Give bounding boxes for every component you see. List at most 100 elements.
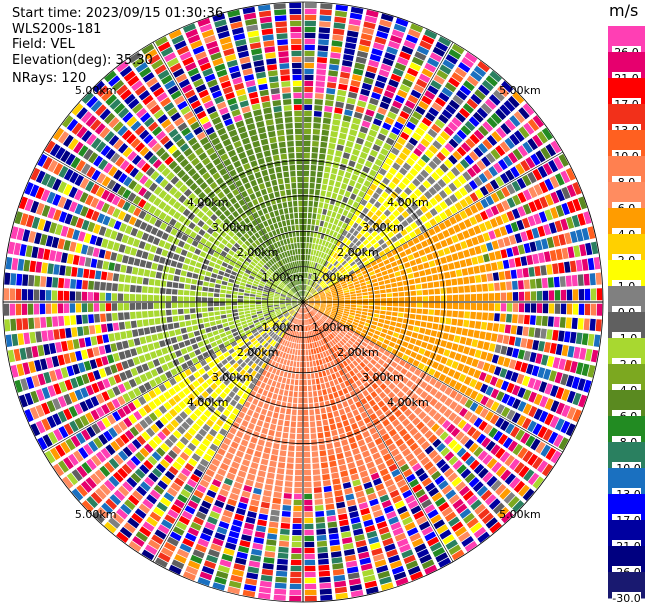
velocity-gate: [454, 202, 463, 211]
velocity-gate: [405, 560, 419, 570]
velocity-gate: [324, 322, 330, 327]
velocity-gate: [355, 490, 365, 498]
velocity-gate: [529, 352, 537, 363]
velocity-gate: [381, 270, 388, 276]
velocity-gate: [498, 323, 505, 333]
velocity-gate: [388, 40, 401, 50]
velocity-gate: [393, 240, 401, 248]
velocity-gate: [347, 462, 356, 470]
velocity-gate: [71, 327, 78, 338]
velocity-gate: [416, 143, 427, 153]
velocity-gate: [538, 381, 548, 393]
velocity-gate: [185, 277, 192, 284]
velocity-gate: [237, 545, 250, 554]
velocity-gate: [517, 244, 525, 255]
velocity-gate: [416, 421, 425, 431]
velocity-gate: [355, 414, 362, 422]
velocity-gate: [350, 193, 357, 201]
velocity-gate: [409, 285, 416, 291]
velocity-gate: [312, 291, 318, 296]
velocity-gate: [332, 366, 338, 373]
velocity-gate: [464, 387, 473, 397]
velocity-gate: [310, 280, 314, 286]
velocity-gate: [336, 95, 346, 103]
velocity-gate: [381, 405, 389, 413]
velocity-gate: [411, 56, 424, 66]
velocity-gate: [335, 226, 341, 233]
velocity-gate: [292, 330, 296, 336]
velocity-gate: [403, 126, 413, 136]
velocity-gate: [530, 291, 537, 301]
velocity-gate: [259, 507, 269, 515]
velocity-gate: [332, 28, 345, 36]
velocity-gate: [384, 157, 394, 166]
velocity-gate: [39, 303, 46, 315]
velocity-gate: [299, 307, 302, 313]
velocity-gate: [213, 302, 220, 307]
velocity-gate: [315, 322, 319, 328]
velocity-gate: [306, 285, 310, 291]
velocity-gate: [318, 570, 331, 577]
velocity-gate: [543, 224, 552, 236]
velocity-gate: [516, 373, 525, 385]
velocity-gate: [295, 463, 302, 470]
velocity-gate: [250, 309, 256, 313]
velocity-gate: [476, 303, 483, 311]
velocity-gate: [53, 264, 60, 275]
velocity-gate: [439, 383, 448, 393]
velocity-gate: [505, 370, 513, 380]
velocity-gate: [482, 362, 491, 372]
velocity-gate: [373, 344, 380, 351]
velocity-gate: [469, 390, 479, 400]
velocity-gate: [352, 479, 361, 487]
velocity-gate: [550, 191, 560, 204]
velocity-gate: [536, 290, 543, 301]
velocity-gate: [363, 416, 371, 424]
velocity-gate: [552, 357, 561, 369]
velocity-gate: [444, 197, 453, 207]
velocity-gate: [464, 120, 476, 132]
velocity-gate: [304, 140, 311, 147]
velocity-gate: [346, 499, 356, 507]
velocity-gate: [304, 68, 314, 75]
velocity-gate: [291, 415, 297, 422]
velocity-gate: [330, 287, 336, 292]
velocity-gate: [351, 275, 357, 280]
velocity-gate: [296, 367, 300, 374]
velocity-gate: [220, 310, 226, 315]
velocity-gate: [273, 491, 282, 499]
velocity-gate: [559, 276, 566, 287]
velocity-gate: [508, 234, 517, 245]
velocity-gate: [161, 324, 168, 331]
velocity-gate: [455, 162, 465, 173]
velocity-gate: [250, 291, 256, 295]
velocity-gate: [552, 263, 559, 275]
velocity-gate: [520, 256, 528, 266]
velocity-gate: [205, 271, 212, 277]
velocity-gate: [304, 128, 311, 135]
velocity-gate: [304, 523, 314, 530]
velocity-gate: [391, 200, 400, 209]
velocity-gate: [364, 436, 373, 444]
velocity-gate: [358, 44, 370, 53]
velocity-gate: [354, 387, 361, 395]
velocity-gate: [348, 242, 355, 249]
velocity-gate: [488, 252, 496, 261]
velocity-gate: [120, 264, 127, 273]
velocity-gate: [476, 485, 488, 497]
velocity-gate: [415, 105, 426, 116]
velocity-gate: [363, 215, 370, 223]
velocity-gate: [362, 295, 369, 299]
velocity-gate: [270, 454, 278, 462]
velocity-gate: [471, 163, 482, 174]
velocity-gate: [465, 455, 476, 466]
velocity-gate: [442, 332, 449, 340]
velocity-gate: [324, 357, 330, 363]
velocity-gate: [488, 293, 495, 301]
velocity-gate: [458, 311, 464, 318]
velocity-gate: [295, 457, 302, 464]
velocity-gate: [329, 460, 337, 468]
velocity-gate: [151, 262, 158, 270]
velocity-gate: [461, 57, 474, 68]
velocity-gate: [325, 270, 331, 276]
